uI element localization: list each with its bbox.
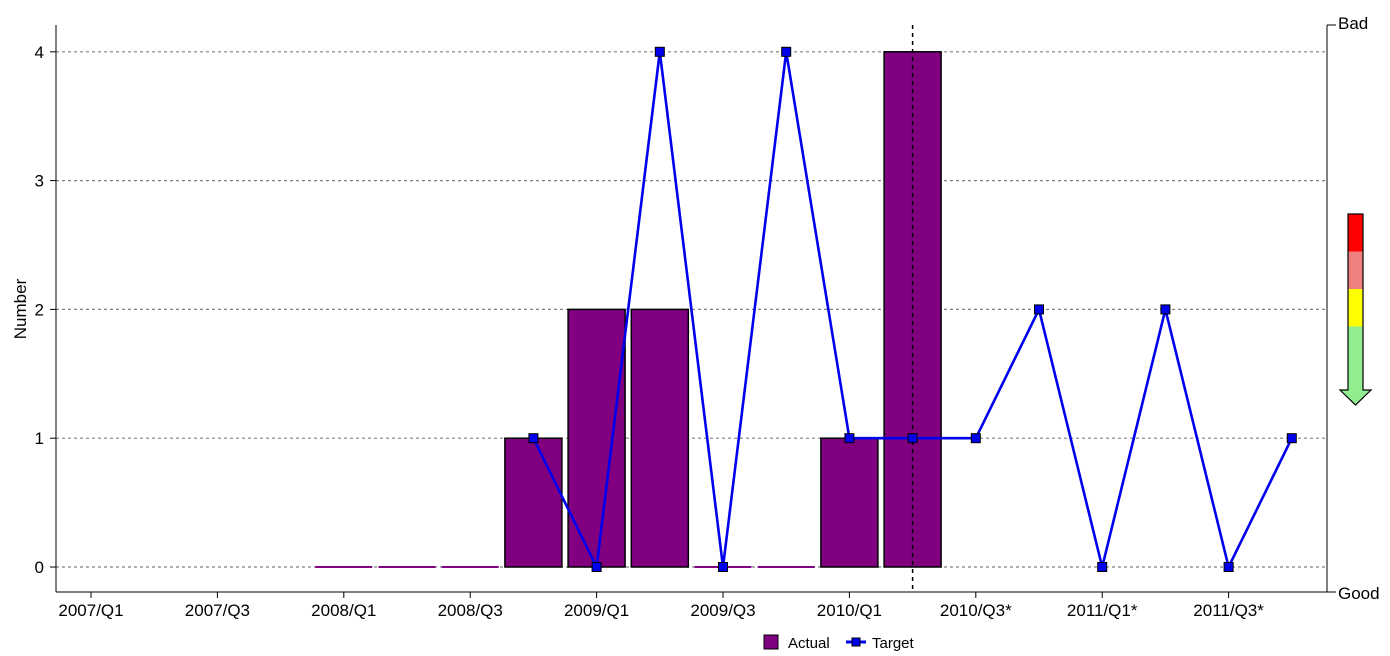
good-bad-scale: Bad Good	[1326, 14, 1380, 603]
y-axis-label: Number	[11, 278, 30, 339]
target-point	[781, 46, 792, 57]
y-tick-label: 1	[35, 429, 44, 448]
scale-color-segment	[1348, 214, 1363, 252]
y-tick-label: 3	[35, 172, 44, 191]
target-point	[591, 562, 602, 572]
scale-bottom-label: Good	[1338, 584, 1380, 603]
x-tick-label: 2009/Q1	[564, 601, 629, 620]
target-point	[844, 433, 855, 444]
actual-bars	[315, 51, 942, 568]
target-point	[1286, 433, 1297, 444]
target-point	[1223, 562, 1234, 572]
gridlines	[56, 51, 1327, 568]
scale-arrow-head	[1340, 364, 1371, 405]
x-tick-label: 2007/Q1	[58, 601, 123, 620]
x-tick-label: 2009/Q3	[690, 601, 755, 620]
actual-bar	[504, 437, 563, 568]
target-point	[970, 433, 981, 444]
actual-bar	[630, 308, 690, 568]
legend: Actual Target	[763, 634, 915, 652]
axes: 0 1 2 3 4 2007/Q1 2007/Q3 2008/Q1 2008/Q3 2009/Q1…	[35, 25, 1327, 620]
target-point	[907, 433, 918, 444]
target-point	[528, 433, 539, 444]
x-tick-label: 2011/Q3*	[1193, 601, 1264, 620]
actual-bar	[820, 437, 879, 568]
scale-arrow-outline	[1338, 213, 1373, 406]
target-line	[528, 25, 1297, 592]
scale-color-segment	[1348, 251, 1363, 289]
legend-target-marker	[851, 637, 861, 647]
legend-actual-label: Actual	[788, 635, 830, 651]
y-tick-label: 4	[35, 43, 44, 62]
x-tick-label: 2007/Q3	[185, 601, 250, 620]
y-tick-label: 2	[35, 300, 44, 319]
scale-color-segment	[1348, 326, 1363, 364]
x-tick-label: 2010/Q3*	[940, 601, 1012, 620]
x-tick-label: 2008/Q1	[311, 601, 376, 620]
target-point	[1034, 304, 1044, 315]
x-tick-label: 2010/Q1	[817, 601, 882, 620]
target-point	[1160, 304, 1171, 315]
y-tick-label: 0	[35, 558, 44, 577]
actual-bar	[567, 308, 626, 568]
x-tick-label: 2011/Q1*	[1067, 601, 1138, 620]
legend-target-label: Target	[872, 635, 915, 651]
target-point	[1097, 562, 1108, 572]
target-point	[654, 46, 665, 57]
scale-color-segment	[1348, 289, 1363, 327]
target-point	[718, 562, 728, 572]
x-tick-label: 2008/Q3	[438, 601, 503, 620]
scale-top-label: Bad	[1338, 14, 1368, 33]
legend-actual-swatch	[763, 634, 779, 650]
